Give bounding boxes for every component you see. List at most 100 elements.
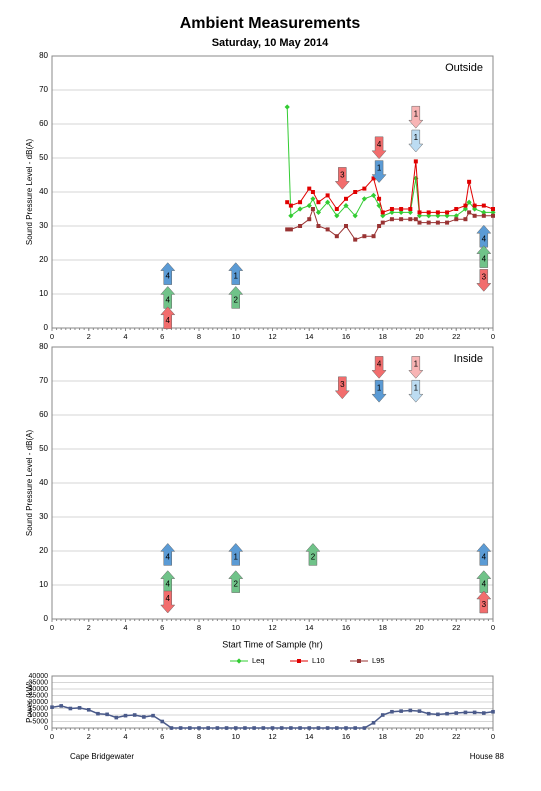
annotation-arrow <box>476 245 492 268</box>
point <box>408 217 413 222</box>
point <box>380 220 385 225</box>
point <box>426 213 432 219</box>
point <box>481 209 487 215</box>
point <box>169 726 174 730</box>
point <box>445 711 449 716</box>
point <box>353 237 358 242</box>
point <box>344 726 348 730</box>
annotation-arrow <box>160 286 176 309</box>
point <box>435 210 440 215</box>
point <box>325 193 330 198</box>
point <box>316 726 321 730</box>
point <box>408 207 413 211</box>
point <box>353 726 357 730</box>
point <box>310 196 316 202</box>
point <box>462 206 469 212</box>
point <box>466 199 472 205</box>
x-tick-label: 6 <box>160 332 164 341</box>
y-tick-label: 40 <box>39 478 48 487</box>
point <box>334 213 340 219</box>
annotation-arrow <box>476 590 492 614</box>
annotation-arrow <box>228 286 244 309</box>
annotation-label: 4 <box>166 296 171 305</box>
annotation-arrow <box>228 543 244 566</box>
annotation-label: 4 <box>166 553 171 562</box>
series-line <box>287 207 493 241</box>
y-tick-label: 40 <box>39 187 48 196</box>
annotation-arrow <box>476 543 492 566</box>
annotation-arrow <box>371 356 387 379</box>
x-tick-label: 6 <box>160 623 164 632</box>
point <box>316 224 321 228</box>
annotation-arrow <box>160 262 176 285</box>
x-tick-label: 18 <box>379 623 387 632</box>
point <box>270 726 275 730</box>
annotation-arrow <box>408 105 424 129</box>
point <box>353 190 358 194</box>
chart-subtitle: Saturday, 10 May 2014 <box>212 37 329 49</box>
point <box>380 210 385 215</box>
point <box>416 213 423 219</box>
point <box>77 706 82 710</box>
point <box>285 200 290 205</box>
point <box>178 726 183 730</box>
y-tick-label: 15000 <box>29 705 49 712</box>
y-tick-label: 25000 <box>29 692 49 699</box>
x-tick-label: 12 <box>268 332 276 341</box>
x-tick-label: 0 <box>50 623 54 632</box>
x-tick-label: 10 <box>232 332 240 341</box>
x-tick-label: 16 <box>342 732 350 741</box>
point <box>362 186 367 191</box>
point <box>417 210 422 215</box>
point <box>380 713 385 717</box>
point <box>344 196 348 201</box>
annotation-label: 4 <box>482 234 487 243</box>
point <box>371 176 376 181</box>
point <box>370 192 377 198</box>
x-tick-label: 12 <box>268 623 276 632</box>
y-tick-label: 50 <box>39 444 48 453</box>
y-tick-label: 30 <box>39 512 48 521</box>
annotation-label: 1 <box>377 164 382 173</box>
annotation-label: 1 <box>414 109 419 118</box>
point <box>426 210 431 215</box>
point <box>325 199 331 205</box>
x-tick-label: 20 <box>415 623 423 632</box>
point <box>298 726 302 730</box>
point <box>206 726 210 730</box>
legend-marker <box>236 658 242 664</box>
annotation-label: 1 <box>414 383 419 392</box>
x-tick-label: 8 <box>197 623 201 632</box>
y-tick-label: 10000 <box>29 712 49 719</box>
point <box>413 159 418 164</box>
point <box>298 224 303 228</box>
series-line <box>286 161 494 214</box>
point <box>445 210 450 215</box>
x-tick-label: 6 <box>160 732 164 741</box>
point <box>399 217 404 222</box>
point <box>472 710 477 715</box>
x-tick-label: 0 <box>491 623 495 632</box>
x-tick-label: 2 <box>87 332 91 341</box>
point <box>307 726 312 730</box>
y-tick-label: 80 <box>39 51 48 60</box>
annotation-arrow <box>408 356 424 379</box>
point <box>377 224 382 228</box>
y-tick-label: 20 <box>39 546 48 555</box>
annotation-arrow <box>476 570 492 593</box>
y-tick-label: 10 <box>39 580 48 589</box>
x-tick-label: 4 <box>123 732 127 741</box>
x-tick-label: 12 <box>268 732 276 741</box>
point <box>436 712 440 717</box>
point <box>59 704 63 708</box>
point <box>389 209 395 215</box>
x-tick-label: 8 <box>197 332 201 341</box>
annotation-label: 1 <box>414 133 419 142</box>
point <box>297 206 303 212</box>
x-tick-label: 10 <box>232 623 240 632</box>
annotation-label: 4 <box>166 272 171 281</box>
point <box>344 224 348 228</box>
x-tick-label: 0 <box>50 732 54 741</box>
y-tick-label: 10 <box>39 289 48 298</box>
y-tick-label: 30 <box>39 221 48 230</box>
